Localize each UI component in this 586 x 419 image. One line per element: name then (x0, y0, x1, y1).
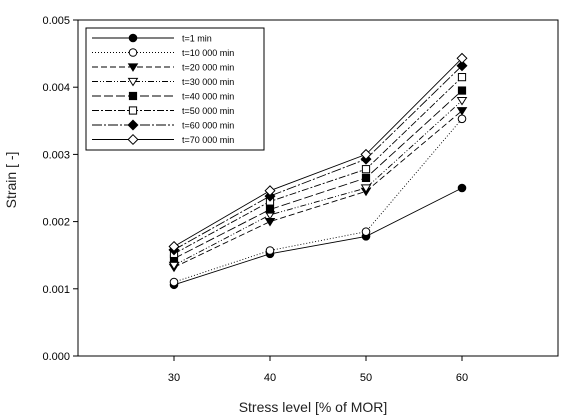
legend-label: t=50 000 min (182, 106, 234, 116)
legend-item: t=50 000 min (92, 106, 234, 116)
y-tick-label: 0.005 (42, 15, 70, 27)
legend-box (85, 27, 265, 151)
y-tick-label: 0.000 (42, 351, 70, 363)
data-point (264, 185, 276, 197)
series-2 (169, 114, 467, 287)
data-point (360, 184, 372, 193)
legend-item: t=20 000 min (92, 63, 234, 73)
legend-label: t=60 000 min (182, 121, 234, 131)
series-5 (169, 86, 467, 263)
legend-marker (127, 133, 139, 146)
x-tick-label: 50 (360, 372, 372, 384)
y-tick-label: 0.004 (42, 82, 70, 94)
data-point (265, 246, 275, 255)
x-tick-label: 60 (456, 372, 468, 384)
data-point (265, 205, 275, 214)
data-point (456, 52, 468, 64)
data-point (456, 60, 468, 72)
data-point (360, 148, 372, 160)
y-axis-title: Strain [ -] (3, 152, 19, 209)
x-axis-title: Stress level [% of MOR] (239, 399, 388, 415)
data-point (457, 73, 467, 82)
data-point (457, 86, 467, 95)
legend-label: t=10 000 min (182, 48, 234, 58)
legend-label: t=1 min (182, 34, 212, 44)
data-point (456, 107, 468, 116)
legend-item: t=70 000 min (92, 133, 234, 146)
legend-marker (127, 119, 139, 131)
legend-item: t=40 000 min (92, 92, 234, 102)
x-tick-label: 40 (264, 372, 276, 384)
legend-label: t=30 000 min (182, 77, 234, 87)
legend-label: t=20 000 min (182, 63, 234, 73)
legend-marker (127, 77, 139, 87)
data-point (457, 114, 467, 124)
series-line (173, 76, 463, 255)
series-line (173, 65, 463, 251)
legend-marker (127, 63, 139, 72)
data-point (168, 240, 180, 252)
data-point (361, 173, 371, 183)
legend-marker (128, 33, 138, 43)
data-point (456, 97, 468, 106)
data-point (457, 183, 467, 193)
y-tick-label: 0.001 (42, 284, 70, 296)
legend-marker (128, 91, 138, 101)
axes: 0.000 0.001 0.002 0.003 0.004 0.005 30 40 50 60 (42, 15, 559, 384)
legend-item: t=30 000 min (92, 77, 234, 87)
y-tick-label: 0.002 (42, 217, 70, 229)
y-tick-label: 0.003 (42, 149, 70, 161)
series-line (173, 110, 463, 268)
data-point (169, 277, 179, 287)
series-lines (168, 52, 468, 290)
plot-frame (77, 19, 559, 357)
series-line (173, 90, 463, 259)
series-1 (169, 183, 467, 290)
data-point (361, 165, 371, 174)
series-8 (168, 52, 468, 252)
legend-item: t=60 000 min (92, 119, 234, 131)
x-tick-label: 30 (168, 372, 180, 384)
legend-marker (128, 48, 138, 57)
legend-marker (128, 106, 138, 115)
data-point (361, 227, 371, 236)
legend-label: t=40 000 min (182, 92, 234, 102)
legend-item: t=1 min (92, 34, 212, 44)
series-line (173, 100, 463, 266)
legend-label: t=70 000 min (182, 135, 234, 145)
series-line (173, 57, 463, 247)
legend-item: t=10 000 min (92, 48, 234, 58)
series-line (173, 187, 463, 286)
legend: t=1 min t=10 000 min t=20 000 min t=30 000 … (85, 27, 265, 151)
